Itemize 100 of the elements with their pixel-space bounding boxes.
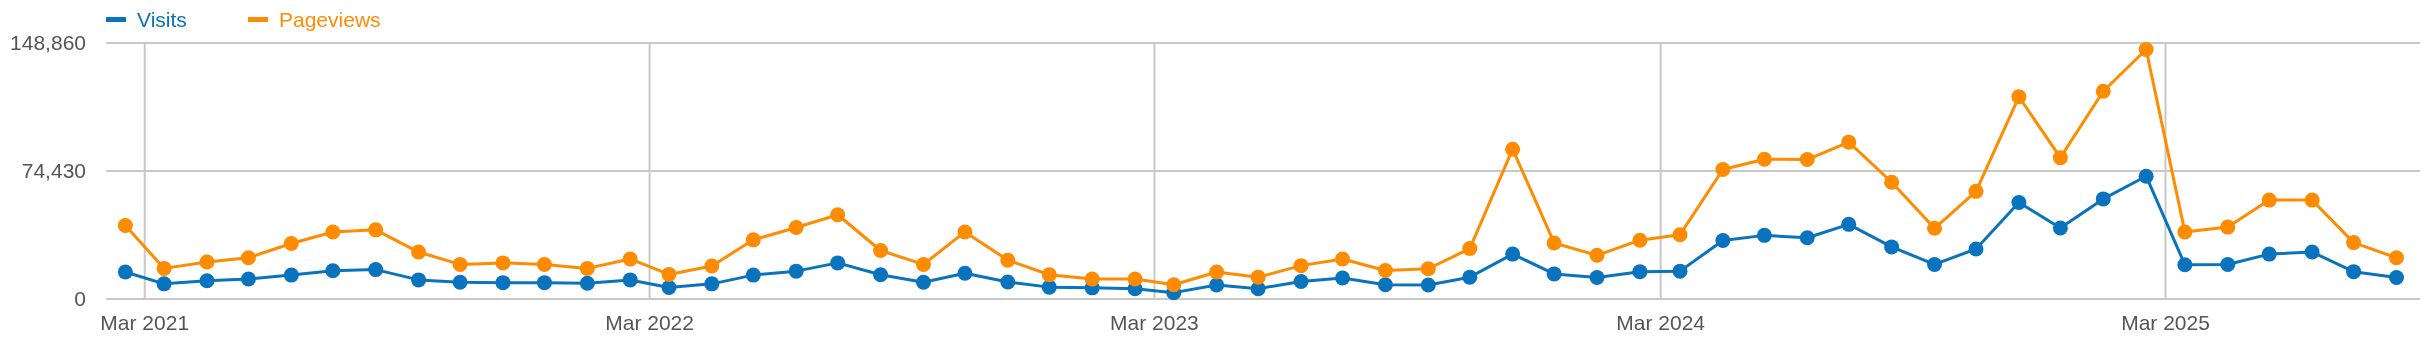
point bbox=[2177, 224, 2193, 240]
point bbox=[1000, 252, 1016, 268]
point bbox=[1589, 270, 1605, 285]
point bbox=[745, 232, 761, 248]
point bbox=[2346, 264, 2362, 280]
point bbox=[2261, 246, 2277, 262]
point bbox=[2011, 89, 2027, 105]
point bbox=[1799, 230, 1815, 246]
point bbox=[1462, 269, 1478, 285]
point bbox=[1968, 183, 1984, 199]
point bbox=[1377, 262, 1393, 278]
point bbox=[411, 244, 427, 260]
point bbox=[830, 207, 846, 223]
point bbox=[1672, 263, 1688, 279]
point bbox=[2388, 250, 2404, 266]
point bbox=[830, 255, 846, 271]
point bbox=[2052, 150, 2068, 166]
point bbox=[2304, 192, 2320, 208]
point bbox=[199, 273, 215, 289]
point bbox=[1632, 264, 1648, 280]
point bbox=[2388, 270, 2404, 285]
point bbox=[1462, 241, 1478, 257]
point bbox=[915, 274, 931, 290]
point bbox=[1632, 232, 1648, 248]
point bbox=[788, 219, 804, 235]
y-tick-label: 0 bbox=[74, 287, 86, 311]
point bbox=[199, 254, 215, 270]
point bbox=[1589, 247, 1605, 263]
point bbox=[495, 255, 511, 271]
point bbox=[1884, 239, 1900, 255]
point bbox=[2220, 219, 2236, 235]
point bbox=[1546, 235, 1562, 251]
point bbox=[536, 275, 552, 291]
point bbox=[283, 267, 299, 283]
x-tick-label: Mar 2021 bbox=[100, 311, 190, 334]
point bbox=[1166, 277, 1182, 293]
point bbox=[957, 265, 973, 281]
point bbox=[240, 250, 256, 266]
point bbox=[1084, 271, 1100, 287]
point bbox=[622, 251, 638, 267]
point bbox=[2095, 83, 2111, 99]
point bbox=[156, 276, 172, 292]
point bbox=[1505, 141, 1521, 157]
point bbox=[368, 222, 384, 238]
point bbox=[1000, 274, 1016, 290]
point bbox=[1293, 258, 1309, 274]
point bbox=[411, 272, 427, 288]
point bbox=[788, 263, 804, 279]
legend-label: Visits bbox=[137, 8, 187, 32]
point bbox=[1841, 216, 1857, 232]
x-tick-label: Mar 2024 bbox=[1616, 311, 1706, 334]
point bbox=[2011, 195, 2027, 211]
point bbox=[2177, 257, 2193, 273]
point bbox=[2138, 168, 2154, 184]
point bbox=[1841, 134, 1857, 150]
point bbox=[2095, 191, 2111, 207]
point bbox=[1505, 246, 1521, 262]
point bbox=[452, 274, 468, 290]
x-tick-label: Mar 2022 bbox=[605, 311, 694, 334]
point bbox=[2261, 192, 2277, 208]
point bbox=[1377, 277, 1393, 293]
point bbox=[2052, 220, 2068, 236]
point bbox=[1041, 279, 1057, 295]
point bbox=[117, 218, 133, 234]
point bbox=[1250, 269, 1266, 285]
point bbox=[117, 264, 133, 280]
point bbox=[1420, 277, 1436, 293]
point bbox=[957, 224, 973, 240]
y-tick-label: 74,430 bbox=[21, 159, 86, 183]
point bbox=[536, 256, 552, 272]
point bbox=[1799, 152, 1815, 168]
point bbox=[325, 263, 341, 279]
point bbox=[1127, 271, 1143, 287]
point bbox=[240, 271, 256, 287]
point bbox=[1756, 151, 1772, 167]
point bbox=[2220, 256, 2236, 272]
point bbox=[1884, 174, 1900, 190]
legend-label: Pageviews bbox=[279, 8, 381, 32]
point bbox=[1672, 227, 1688, 243]
x-tick-label: Mar 2025 bbox=[2121, 311, 2210, 334]
point bbox=[1335, 270, 1351, 286]
point bbox=[2304, 244, 2320, 260]
point bbox=[368, 262, 384, 278]
point bbox=[704, 258, 720, 274]
point bbox=[452, 256, 468, 272]
point bbox=[661, 266, 677, 282]
point bbox=[873, 243, 889, 258]
point bbox=[283, 235, 299, 251]
point bbox=[1420, 261, 1436, 277]
point bbox=[1546, 266, 1562, 282]
point bbox=[915, 256, 931, 272]
point bbox=[1041, 267, 1057, 283]
point bbox=[579, 260, 595, 276]
point bbox=[661, 279, 677, 295]
point bbox=[1293, 273, 1309, 289]
point bbox=[1927, 256, 1943, 272]
x-tick-label: Mar 2023 bbox=[1110, 311, 1199, 334]
point bbox=[1715, 162, 1731, 177]
point bbox=[1927, 220, 1943, 236]
point bbox=[156, 260, 172, 276]
